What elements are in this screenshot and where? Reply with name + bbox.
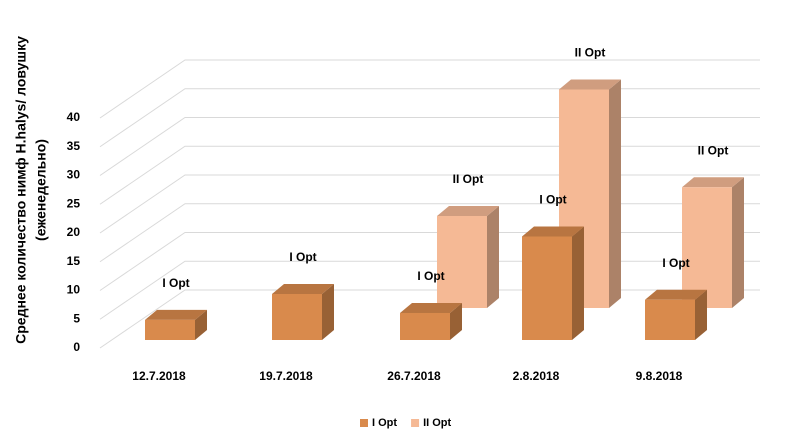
- x-tick-label: 2.8.2018: [513, 369, 560, 383]
- y-axis-title-line: (еженедельно): [33, 139, 49, 241]
- bar: [437, 216, 487, 308]
- bar-side: [322, 284, 334, 340]
- y-tick-label: 20: [67, 225, 81, 239]
- legend-swatch: [360, 419, 368, 427]
- bar-side: [450, 302, 462, 340]
- bar-top: [400, 302, 462, 313]
- bar-side: [572, 226, 584, 340]
- bar-top: [437, 206, 499, 216]
- data-label: I Opt: [417, 269, 444, 283]
- x-tick-label: 12.7.2018: [132, 369, 186, 383]
- y-axis-title-line: Среднее количество нимф H.halys/ ловушку: [13, 36, 29, 344]
- x-tick-label: 19.7.2018: [259, 369, 313, 383]
- grid-line: [99, 59, 760, 119]
- y-tick-label: 15: [67, 254, 81, 268]
- bar-top: [272, 284, 334, 294]
- y-tick-label: 10: [67, 283, 81, 297]
- y-tick-label: 35: [67, 139, 81, 153]
- data-label: I Opt: [662, 256, 689, 270]
- y-tick-label: 30: [67, 168, 81, 182]
- x-tick-label: 26.7.2018: [387, 369, 441, 383]
- x-tick-label: 9.8.2018: [636, 369, 683, 383]
- bar: [145, 319, 195, 340]
- y-axis-title: Среднее количество нимф H.halys/ ловушку…: [13, 36, 49, 344]
- bar-side: [695, 289, 707, 340]
- bar: [400, 312, 450, 340]
- data-label: II Opt: [453, 172, 484, 186]
- bar: [682, 187, 732, 308]
- data-label: I Opt: [289, 250, 316, 264]
- data-label: II Opt: [575, 46, 606, 60]
- bar-top: [645, 289, 707, 300]
- bar: [522, 236, 572, 340]
- bar-top: [682, 177, 744, 188]
- bar: [645, 299, 695, 340]
- bar-top: [559, 79, 621, 90]
- data-label: I Opt: [539, 193, 566, 207]
- y-tick-label: 0: [73, 340, 80, 354]
- bar-top: [522, 226, 584, 237]
- bar-side: [195, 309, 207, 340]
- legend-label: I Opt: [372, 417, 397, 429]
- bar: [272, 294, 322, 340]
- bar-side: [732, 177, 744, 308]
- y-tick-label: 40: [67, 110, 81, 124]
- legend-swatch: [411, 419, 420, 427]
- bar-top: [145, 309, 207, 320]
- data-label: II Opt: [698, 143, 729, 157]
- bar-side: [487, 206, 499, 308]
- bar-side: [609, 79, 621, 308]
- y-tick-label: 25: [67, 196, 81, 210]
- legend-label: II Opt: [423, 417, 451, 429]
- y-tick-label: 5: [73, 311, 80, 325]
- data-label: I Opt: [162, 276, 189, 290]
